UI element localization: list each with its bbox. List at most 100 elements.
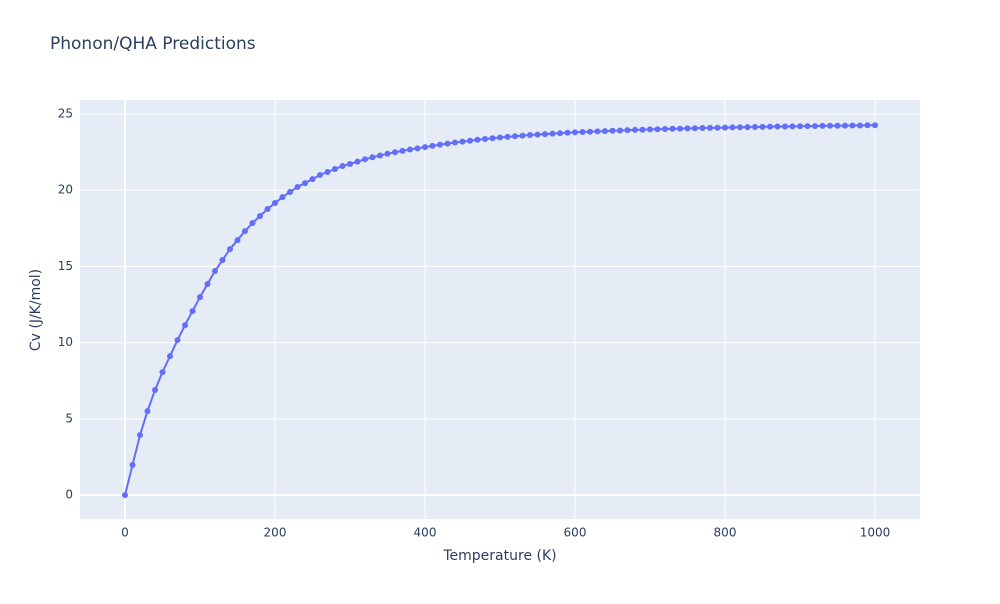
marker: [579, 129, 586, 136]
marker: [692, 125, 698, 132]
x-tick-label: 200: [264, 526, 287, 540]
marker: [384, 150, 391, 157]
marker: [392, 149, 398, 156]
marker: [519, 132, 526, 139]
marker: [587, 128, 593, 135]
marker: [399, 147, 406, 154]
y-tick-label: 10: [58, 335, 73, 349]
marker: [744, 124, 751, 131]
marker: [639, 126, 646, 133]
marker: [437, 141, 443, 148]
marker: [474, 136, 481, 143]
marker: [294, 184, 301, 191]
marker: [219, 257, 226, 264]
marker: [774, 123, 781, 130]
marker: [812, 123, 818, 130]
marker: [152, 387, 158, 394]
marker: [797, 123, 803, 130]
marker: [452, 139, 458, 146]
marker: [497, 134, 503, 141]
marker: [272, 200, 278, 207]
marker: [159, 369, 166, 376]
marker: [542, 131, 548, 138]
y-tick-label: 25: [58, 107, 73, 121]
x-tick-label: 800: [714, 526, 737, 540]
marker: [407, 146, 413, 153]
marker: [504, 133, 511, 140]
marker: [189, 308, 196, 315]
marker: [684, 125, 691, 132]
marker: [789, 123, 796, 130]
marker: [369, 154, 376, 161]
marker: [572, 129, 578, 136]
marker: [414, 145, 421, 152]
marker: [662, 125, 668, 132]
marker: [287, 189, 293, 196]
marker: [467, 137, 473, 144]
marker: [669, 125, 676, 132]
marker: [699, 125, 706, 132]
marker: [549, 130, 556, 137]
marker: [339, 162, 346, 169]
marker: [197, 294, 203, 301]
marker: [422, 144, 428, 151]
y-tick-label: 15: [58, 259, 73, 273]
marker: [819, 122, 826, 129]
marker: [647, 126, 653, 133]
marker: [234, 237, 241, 244]
marker: [332, 166, 338, 173]
marker: [482, 136, 488, 143]
marker: [617, 127, 623, 134]
marker: [729, 124, 736, 131]
marker: [309, 176, 316, 183]
marker: [624, 127, 631, 134]
marker: [827, 122, 833, 129]
marker: [564, 129, 571, 136]
marker: [167, 353, 173, 360]
marker: [317, 171, 323, 178]
marker: [257, 212, 263, 219]
marker: [737, 124, 743, 131]
marker: [489, 135, 496, 142]
marker: [654, 126, 661, 133]
marker: [204, 280, 211, 287]
marker: [602, 128, 608, 135]
marker: [429, 142, 436, 149]
marker: [144, 408, 151, 415]
marker: [129, 462, 136, 469]
marker: [264, 205, 271, 212]
marker: [714, 124, 721, 131]
marker: [512, 133, 518, 140]
marker: [227, 246, 233, 253]
x-tick-label: 400: [414, 526, 437, 540]
marker: [242, 228, 248, 235]
marker: [122, 492, 128, 499]
marker: [444, 140, 451, 147]
marker: [354, 158, 361, 165]
marker: [857, 122, 863, 129]
marker: [324, 168, 331, 175]
marker: [864, 122, 871, 129]
marker: [594, 128, 601, 135]
marker: [137, 432, 143, 439]
marker: [249, 220, 256, 227]
x-tick-label: 600: [564, 526, 587, 540]
marker: [609, 127, 616, 134]
marker: [362, 156, 368, 163]
y-tick-label: 5: [65, 411, 73, 425]
marker: [782, 123, 788, 130]
marker: [174, 337, 181, 344]
marker: [842, 122, 848, 129]
x-tick-label: 0: [121, 526, 129, 540]
marker: [804, 123, 811, 130]
x-axis-title: Temperature (K): [442, 548, 556, 564]
marker: [707, 124, 713, 131]
marker: [377, 152, 383, 159]
marker: [279, 194, 286, 201]
marker: [347, 161, 353, 168]
plot-area: [80, 100, 920, 519]
marker: [557, 130, 563, 137]
y-axis-title: Cv (J/K/mol): [28, 269, 44, 351]
marker: [459, 138, 466, 145]
